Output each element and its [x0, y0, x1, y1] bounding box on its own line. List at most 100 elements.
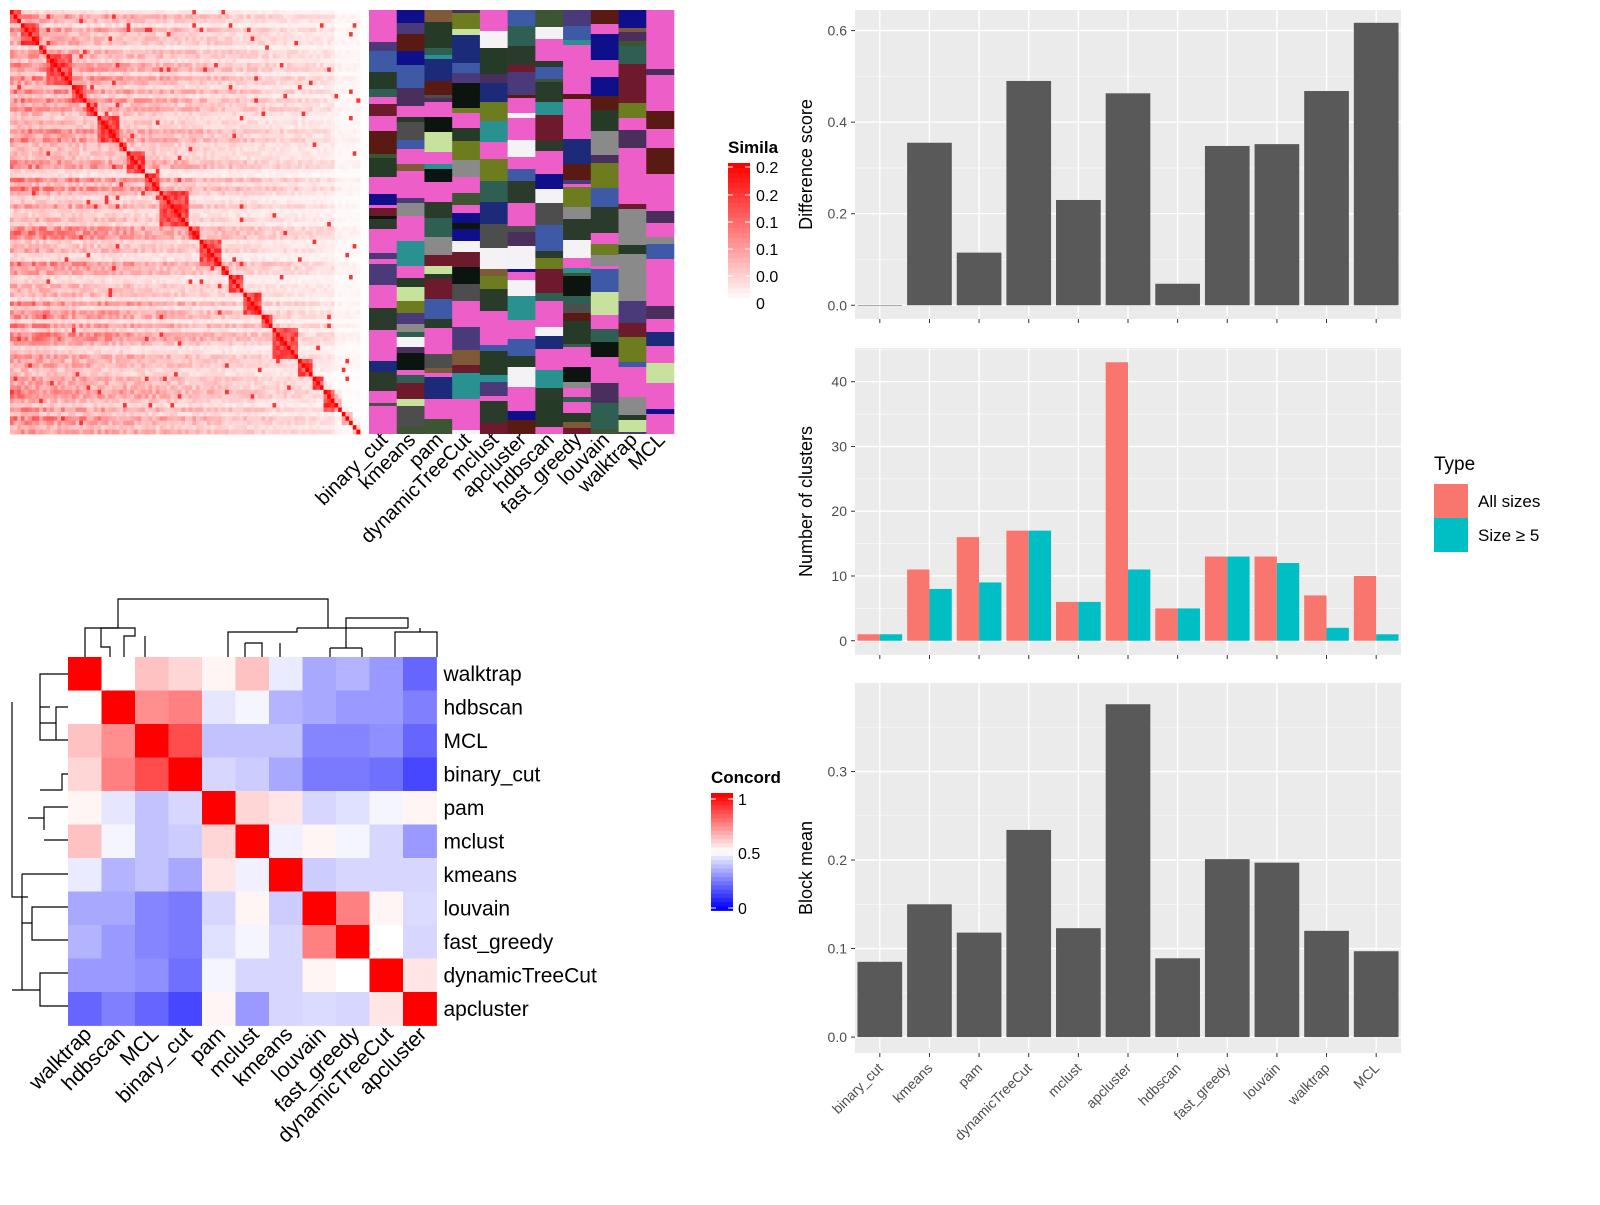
- similarity-cell: [319, 23, 324, 29]
- similarity-cell: [236, 155, 241, 161]
- similarity-cell: [349, 98, 354, 104]
- similarity-cell: [20, 230, 25, 236]
- similarity-cell: [272, 138, 277, 143]
- similarity-cell: [305, 177, 310, 183]
- similarity-cell: [75, 71, 80, 77]
- similarity-cell: [316, 93, 321, 99]
- similarity-cell: [35, 27, 40, 33]
- similarity-cell: [199, 169, 204, 174]
- similarity-cell: [50, 204, 55, 210]
- similarity-cell: [50, 129, 55, 135]
- similarity-cell: [225, 36, 230, 42]
- similarity-cell: [104, 142, 109, 148]
- similarity-cell: [305, 138, 310, 143]
- similarity-cell: [327, 23, 332, 29]
- similarity-cell: [279, 235, 284, 241]
- similarity-cell: [177, 160, 182, 165]
- similarity-cell: [250, 173, 255, 179]
- similarity-cell: [188, 49, 193, 55]
- similarity-cell: [101, 155, 106, 161]
- similarity-cell: [79, 67, 84, 73]
- similarity-cell: [86, 235, 91, 241]
- similarity-cell: [279, 142, 284, 148]
- similarity-cell: [188, 208, 193, 214]
- similarity-cell: [31, 169, 36, 174]
- similarity-cell: [24, 45, 29, 51]
- similarity-cell: [225, 146, 230, 152]
- similarity-cell: [64, 164, 69, 170]
- similarity-cell: [188, 98, 193, 104]
- similarity-cell: [181, 213, 186, 218]
- similarity-cell: [330, 226, 335, 232]
- similarity-cell: [301, 222, 306, 227]
- similarity-cell: [206, 155, 211, 161]
- similarity-cell: [316, 71, 321, 77]
- similarity-cell: [126, 107, 131, 112]
- similarity-cell: [115, 204, 120, 210]
- similarity-cell: [61, 230, 66, 236]
- similarity-cell: [126, 155, 131, 161]
- similarity-cell: [90, 80, 95, 86]
- similarity-cell: [97, 85, 102, 90]
- similarity-cell: [28, 204, 33, 210]
- similarity-cell: [137, 199, 142, 205]
- similarity-cell: [174, 40, 179, 46]
- similarity-cell: [174, 146, 179, 152]
- similarity-cell: [290, 63, 295, 68]
- similarity-cell: [123, 80, 128, 86]
- similarity-cell: [276, 27, 281, 33]
- similarity-cell: [192, 182, 197, 188]
- similarity-cell: [290, 27, 295, 33]
- similarity-cell: [155, 151, 160, 157]
- similarity-cell: [254, 93, 259, 99]
- similarity-cell: [192, 226, 197, 232]
- similarity-cell: [112, 18, 117, 24]
- similarity-cell: [17, 10, 22, 15]
- similarity-cell: [243, 124, 248, 130]
- similarity-cell: [312, 36, 317, 42]
- similarity-cell: [188, 23, 193, 29]
- similarity-cell: [61, 186, 66, 192]
- similarity-cell: [338, 155, 343, 161]
- similarity-cell: [50, 67, 55, 73]
- similarity-cell: [42, 116, 47, 121]
- similarity-cell: [28, 18, 33, 24]
- similarity-cell: [345, 164, 350, 170]
- similarity-cell: [206, 67, 211, 73]
- similarity-cell: [17, 58, 22, 64]
- similarity-cell: [28, 93, 33, 99]
- similarity-cell: [185, 222, 190, 227]
- similarity-cell: [20, 195, 25, 201]
- similarity-cell: [265, 10, 270, 15]
- similarity-cell: [112, 27, 117, 33]
- similarity-cell: [290, 76, 295, 82]
- similarity-cell: [31, 133, 36, 139]
- similarity-cell: [159, 208, 164, 214]
- similarity-cell: [214, 124, 219, 130]
- similarity-cell: [254, 124, 259, 130]
- similarity-cell: [221, 63, 226, 68]
- similarity-cell: [174, 49, 179, 55]
- similarity-cell: [115, 169, 120, 174]
- similarity-cell: [250, 151, 255, 157]
- similarity-cell: [356, 27, 361, 33]
- similarity-cell: [276, 67, 281, 73]
- similarity-cell: [130, 182, 135, 188]
- similarity-cell: [133, 213, 139, 218]
- similarity-cell: [119, 160, 124, 165]
- similarity-cell: [79, 54, 84, 59]
- similarity-cell: [181, 208, 186, 214]
- similarity-cell: [199, 32, 204, 37]
- similarity-cell: [101, 169, 106, 174]
- similarity-cell: [93, 124, 98, 130]
- similarity-cell: [90, 169, 95, 174]
- similarity-cell: [214, 230, 219, 236]
- similarity-cell: [75, 186, 80, 192]
- similarity-cell: [75, 195, 80, 201]
- similarity-cell: [298, 45, 303, 51]
- similarity-cell: [137, 98, 142, 104]
- similarity-cell: [261, 191, 266, 196]
- similarity-cell: [254, 85, 259, 90]
- similarity-cell: [46, 182, 51, 188]
- similarity-cell: [71, 213, 77, 218]
